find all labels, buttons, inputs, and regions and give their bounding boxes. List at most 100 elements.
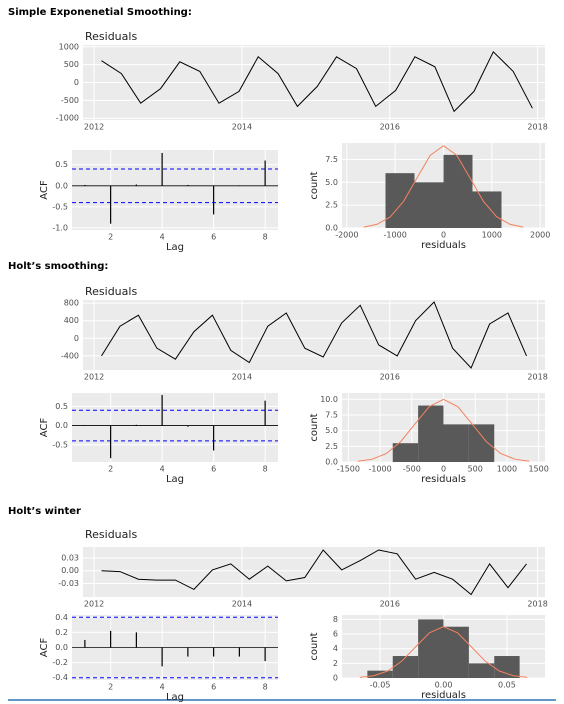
y-tick-label: 0.2 (55, 628, 68, 637)
histogram-bar (367, 670, 393, 678)
x-tick-label: 2018 (527, 123, 547, 132)
section-heading: Simple Exponenetial Smoothing: (8, 7, 192, 18)
x-tick-label: 2 (108, 465, 113, 474)
x-tick-label: 1000 (497, 465, 517, 474)
y-tick-label: 500 (64, 60, 79, 69)
y-tick-label: -500 (61, 96, 79, 105)
x-tick-label: 4 (160, 465, 165, 474)
x-tick-label: 2018 (527, 600, 547, 609)
y-tick-label: 0.03 (61, 554, 79, 563)
chart-title: Residuals (85, 30, 137, 43)
y-tick-label: 800 (64, 299, 79, 308)
y-tick-label: -0.5 (52, 440, 68, 449)
y-tick-label: 0.00 (61, 566, 79, 575)
y-axis-title: count (309, 171, 320, 199)
residual-line (101, 549, 527, 596)
panel (72, 393, 278, 462)
y-tick-label: 1000 (59, 42, 79, 51)
panel (72, 150, 278, 230)
x-tick-label: 0 (441, 231, 446, 240)
panel (83, 547, 545, 597)
y-tick-label: 400 (64, 316, 79, 325)
x-tick-label: 6 (211, 465, 216, 474)
x-tick-label: 4 (160, 233, 165, 242)
x-tick-label: 0.05 (498, 681, 516, 690)
y-tick-label: 10.0 (320, 395, 338, 404)
histogram-bar (418, 619, 444, 678)
section-heading: Holt’s smoothing: (8, 261, 108, 272)
x-tick-label: 0.00 (435, 681, 453, 690)
x-tick-label: 2 (108, 233, 113, 242)
histogram-bar (472, 191, 502, 228)
x-tick-label: 2014 (232, 123, 252, 132)
x-axis-title: residuals (421, 690, 466, 701)
x-tick-label: 2 (108, 683, 113, 692)
histogram-bar (392, 656, 419, 678)
x-tick-label: 1000 (482, 231, 502, 240)
y-tick-label: 0 (74, 78, 79, 87)
density-curve (363, 145, 524, 228)
y-tick-label: -0.2 (52, 658, 68, 667)
residual-line (101, 301, 527, 369)
y-tick-label: 2.5 (325, 201, 338, 210)
x-tick-label: -0.05 (370, 681, 391, 690)
x-tick-label: 2016 (380, 373, 400, 382)
y-tick-label: 5.0 (325, 178, 338, 187)
chart-title: Residuals (85, 285, 137, 298)
residual-line (101, 50, 533, 113)
x-axis-title: residuals (421, 240, 466, 251)
histogram-bar (443, 154, 473, 228)
y-tick-label: 6 (333, 630, 338, 639)
y-axis-title: ACF (39, 180, 50, 200)
y-tick-label: -0.4 (52, 673, 68, 682)
y-tick-label: 2 (333, 659, 338, 668)
x-tick-label: 2014 (232, 600, 252, 609)
y-tick-label: -1.0 (52, 223, 68, 232)
y-tick-label: 0 (74, 334, 79, 343)
y-tick-label: 0 (333, 674, 338, 683)
x-tick-label: 2016 (380, 600, 400, 609)
x-tick-label: 2016 (380, 123, 400, 132)
x-tick-label: 6 (211, 683, 216, 692)
y-tick-label: 7.5 (325, 410, 338, 419)
x-tick-label: 500 (468, 465, 483, 474)
y-tick-label: -0.03 (58, 579, 79, 588)
density-curve (357, 398, 530, 462)
y-tick-label: 7.5 (325, 155, 338, 164)
histogram-bar (443, 626, 469, 678)
x-tick-label: 2014 (232, 373, 252, 382)
x-tick-label: 2000 (530, 231, 550, 240)
y-tick-label: 8 (333, 615, 338, 624)
y-tick-label: -400 (61, 351, 79, 360)
y-tick-label: 0.0 (325, 224, 338, 233)
y-tick-label: -1000 (56, 114, 79, 123)
x-tick-label: 2012 (84, 373, 104, 382)
x-tick-label: -1000 (384, 231, 407, 240)
y-tick-label: 0.0 (55, 643, 68, 652)
section-heading: Holt’s winter (8, 506, 81, 517)
x-tick-label: -1500 (337, 465, 360, 474)
histogram-bar (468, 424, 495, 462)
x-tick-label: 2012 (84, 600, 104, 609)
y-tick-label: 4 (333, 644, 338, 653)
histogram-bar (392, 443, 419, 462)
y-axis-title: count (309, 413, 320, 441)
x-axis-title: Lag (166, 242, 184, 253)
x-tick-label: -1000 (368, 465, 391, 474)
y-tick-label: 5.0 (325, 426, 338, 435)
y-tick-label: 0.4 (55, 613, 68, 622)
y-tick-label: 0.0 (325, 458, 338, 467)
x-tick-label: 6 (211, 233, 216, 242)
y-tick-label: 0.5 (55, 402, 68, 411)
x-tick-label: 2012 (84, 123, 104, 132)
density-curve (359, 626, 528, 678)
x-tick-label: 8 (263, 233, 268, 242)
y-tick-label: -0.5 (52, 202, 68, 211)
y-tick-label: 0.0 (55, 421, 68, 430)
x-tick-label: 4 (160, 683, 165, 692)
x-tick-label: -500 (403, 465, 421, 474)
histogram-bar (418, 405, 444, 462)
y-tick-label: 0.0 (55, 181, 68, 190)
